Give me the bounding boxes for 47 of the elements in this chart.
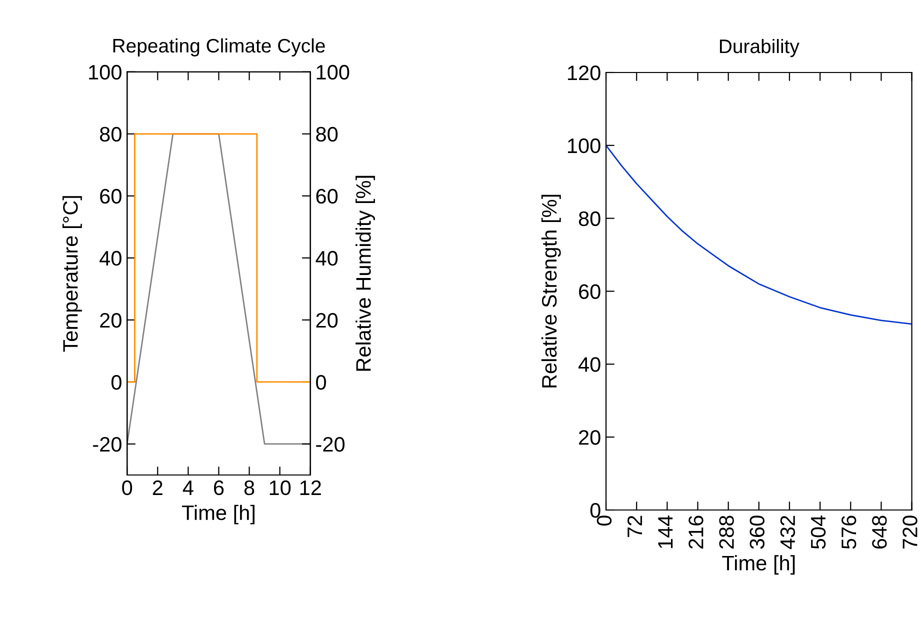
y-tick-label: 120 <box>568 66 600 80</box>
x-tick-label: 72 <box>627 516 642 537</box>
x-tick-label: 216 <box>688 516 704 549</box>
y2-tick-label: 80 <box>316 126 338 142</box>
x-tick-label: 720 <box>902 516 918 549</box>
y-tick-label: 20 <box>579 430 600 445</box>
x-tick-label: 6 <box>214 480 224 496</box>
x-tick-label: 288 <box>719 516 734 549</box>
y-tick-label: 0 <box>590 503 600 518</box>
x-tick-label: 8 <box>244 480 254 496</box>
y-tick-label: 0 <box>111 374 122 390</box>
y-tick-label: 60 <box>100 188 122 204</box>
x-tick-label: 648 <box>872 516 887 549</box>
y2-tick-label: 20 <box>316 312 338 328</box>
y-tick-label: 40 <box>578 357 600 372</box>
x-tick-label: 360 <box>750 516 764 549</box>
y-tick-label: 40 <box>100 250 122 266</box>
x-tick-label: 576 <box>841 516 856 549</box>
x-tick-label: 504 <box>810 515 826 549</box>
line-series <box>606 144 912 325</box>
x-tick-label: 2 <box>152 480 162 495</box>
y-tick-label: 20 <box>100 312 122 328</box>
x-tick-label: 4 <box>182 480 194 495</box>
y-tick-label: 80 <box>100 126 122 142</box>
x-axis-title: Time [h] <box>722 555 795 575</box>
y-axis-title: Temperature [°C] <box>62 196 82 352</box>
x-tick-label: 432 <box>780 516 796 550</box>
x-axis-title: Time [h] <box>182 504 254 524</box>
y2-tick-label: 40 <box>316 250 338 266</box>
y-axis-title: Relative Strength [%] <box>541 194 561 388</box>
chart-title: Repeating Climate Cycle <box>113 38 325 56</box>
x-tick-label: 12 <box>300 480 321 495</box>
y2-tick-label: -20 <box>316 436 345 452</box>
y-tick-label: -20 <box>93 436 122 452</box>
y2-tick-label: 0 <box>316 374 326 390</box>
chart-title: Durability <box>720 38 800 58</box>
x-tick-label: 144 <box>658 515 673 548</box>
y-tick-label: 60 <box>579 284 600 300</box>
y2-axis-title: Relative Humidity [%] <box>356 176 375 371</box>
y2-tick-label: 100 <box>316 64 350 80</box>
y2-tick-label: 60 <box>316 188 338 204</box>
y-tick-label: 100 <box>89 64 122 80</box>
x-tick-label: 0 <box>122 480 132 496</box>
x-tick-label: 10 <box>270 480 291 496</box>
y-tick-label: 100 <box>568 138 600 154</box>
x-tick-label: 0 <box>596 516 612 526</box>
y-tick-label: 80 <box>578 211 600 226</box>
